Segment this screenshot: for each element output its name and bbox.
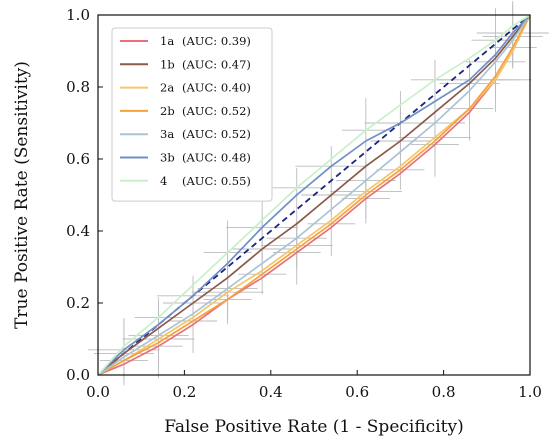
legend-box <box>111 27 273 202</box>
plot-frame <box>97 14 531 376</box>
series-line-3b <box>97 14 531 376</box>
series-line-2a <box>97 14 531 376</box>
legend-auc-2b: (AUC: 0.52) <box>182 104 251 118</box>
legend-label-1b: 1b <box>160 57 175 71</box>
series-line-4 <box>97 14 531 376</box>
legend-label-4: 4 <box>160 174 167 188</box>
legend-label-2a: 2a <box>160 81 174 95</box>
series-line-3a <box>97 14 531 376</box>
legend-auc-4: (AUC: 0.55) <box>182 174 251 188</box>
ticks-layer: 0.0 0.2 0.4 0.6 0.8 1.0 0.0 0.2 0.4 0.6 0.8 1.0 <box>66 6 542 401</box>
y-tick-label: 0.0 <box>66 366 90 384</box>
legend-auc-3b: (AUC: 0.48) <box>182 151 251 165</box>
legend-auc-1b: (AUC: 0.47) <box>182 57 251 71</box>
x-tick-label: 0.8 <box>432 383 456 401</box>
x-tick-label: 0.4 <box>259 383 283 401</box>
series-layer <box>97 14 531 376</box>
x-tick-label: 0.2 <box>172 383 196 401</box>
legend: 1a (AUC: 0.39) 1b (AUC: 0.47) 2a (AUC: 0.40) 2… <box>111 27 273 202</box>
x-axis-label: False Positive Rate (1 - Specificity) <box>164 417 463 437</box>
y-tick-label: 0.6 <box>66 150 90 168</box>
legend-label-3b: 3b <box>160 151 175 165</box>
legend-auc-2a: (AUC: 0.40) <box>182 81 251 95</box>
legend-label-1a: 1a <box>160 34 174 48</box>
legend-label-3a: 3a <box>160 127 174 141</box>
y-tick-label: 1.0 <box>66 6 90 24</box>
y-axis-label: True Positive Rate (Sensitivity) <box>12 61 32 329</box>
x-tick-label: 0.6 <box>345 383 369 401</box>
series-line-1b <box>97 14 531 376</box>
y-tick-label: 0.8 <box>66 78 90 96</box>
y-tick-label: 0.2 <box>66 294 90 312</box>
x-tick-label: 0.0 <box>86 383 110 401</box>
legend-auc-1a: (AUC: 0.39) <box>182 34 251 48</box>
x-tick-label: 1.0 <box>518 383 542 401</box>
y-tick-label: 0.4 <box>66 222 90 240</box>
legend-auc-3a: (AUC: 0.52) <box>182 127 251 141</box>
series-line-2b <box>97 14 531 376</box>
legend-label-2b: 2b <box>160 104 175 118</box>
